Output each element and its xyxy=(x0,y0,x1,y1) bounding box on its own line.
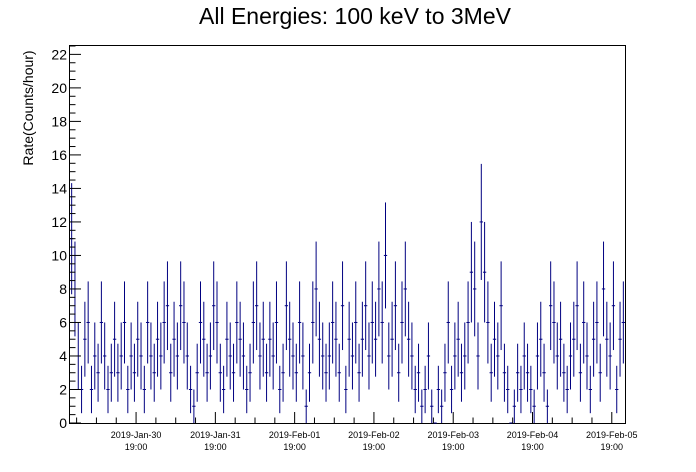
x-tick-time-label: 19:00 xyxy=(601,442,624,452)
y-tick-label: 18 xyxy=(51,113,67,129)
y-axis-label: Rate(Counts/hour) xyxy=(20,50,36,165)
x-tick-date-label: 2019-Jan-31 xyxy=(190,430,241,440)
chart-title: All Energies: 100 keV to 3MeV xyxy=(199,3,512,29)
y-tick-label: 6 xyxy=(59,314,67,330)
y-tick-label: 12 xyxy=(51,214,67,230)
y-tick-label: 14 xyxy=(51,180,67,196)
x-tick-date-label: 2019-Feb-02 xyxy=(348,430,400,440)
y-tick-label: 22 xyxy=(51,46,67,62)
y-tick-label: 16 xyxy=(51,147,67,163)
y-tick-label: 4 xyxy=(59,348,67,364)
x-tick-date-label: 2019-Feb-03 xyxy=(427,430,479,440)
y-tick-label: 10 xyxy=(51,247,67,263)
x-tick-date-label: 2019-Feb-04 xyxy=(507,430,559,440)
y-tick-label: 0 xyxy=(59,415,67,431)
x-tick-date-label: 2019-Feb-05 xyxy=(586,430,638,440)
y-tick-label: 2 xyxy=(59,381,67,397)
x-tick-time-label: 19:00 xyxy=(204,442,227,452)
x-tick-time-label: 19:00 xyxy=(283,442,306,452)
x-tick-time-label: 19:00 xyxy=(442,442,465,452)
plot-frame xyxy=(69,45,626,424)
x-tick-date-label: 2019-Feb-01 xyxy=(269,430,321,440)
y-tick-label: 20 xyxy=(51,80,67,96)
y-tick-label: 8 xyxy=(59,281,67,297)
x-tick-time-label: 19:00 xyxy=(521,442,544,452)
axis-layer: 0 2 4 6 8 10 12 14 16 18 20 22 2019-Jan-30 19:00 2019-… xyxy=(51,45,638,452)
data-layer xyxy=(70,163,625,424)
x-tick-date-label: 2019-Jan-30 xyxy=(111,430,162,440)
x-tick-time-label: 19:00 xyxy=(125,442,148,452)
x-tick-time-label: 19:00 xyxy=(363,442,386,452)
